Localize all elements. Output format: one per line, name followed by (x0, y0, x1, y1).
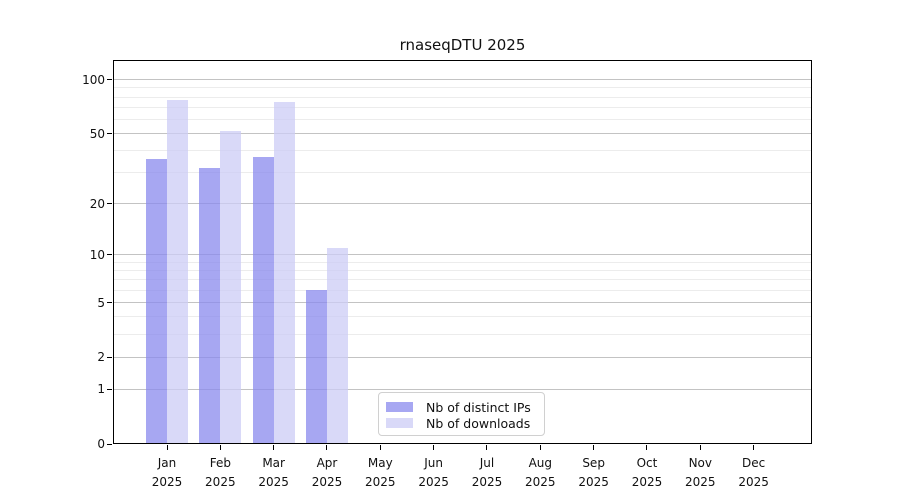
legend-entry-distinct-ips: Nb of distinct IPs (386, 399, 544, 415)
gridline-major (113, 388, 812, 390)
y-tick-label: 10 (89, 247, 105, 262)
x-tick-label: Aug 2025 (525, 456, 556, 489)
legend-swatch-distinct-ips (386, 402, 413, 412)
x-axis-tick (326, 445, 328, 450)
x-axis-tick (219, 445, 221, 450)
legend: Nb of distinct IPs Nb of downloads (378, 392, 545, 436)
y-tick-label: 20 (89, 196, 105, 211)
gridline-minor (113, 289, 812, 291)
x-axis-tick (699, 445, 701, 450)
x-tick-label: Jan 2025 (151, 456, 183, 489)
gridline-minor (113, 118, 812, 120)
bar-nb-of-downloads-apr (326, 247, 348, 444)
bar-nb-of-downloads-mar (273, 102, 295, 444)
x-axis-tick (379, 445, 381, 450)
gridline-major (113, 203, 812, 205)
gridline-minor (113, 106, 812, 108)
x-tick-label: Mar 2025 (258, 456, 289, 489)
gridline-major (113, 254, 812, 256)
x-tick-label: Jul 2025 (471, 456, 503, 489)
plot-area: 0 1 2 5 10 20 50 100 Jan 2025 Feb 2025 Mar 2025 Apr… (82, 60, 812, 489)
bar-nb-of-distinct-ips-mar (252, 156, 274, 444)
x-axis-tick (273, 445, 275, 450)
y-tick-label: 100 (82, 72, 105, 87)
gridline-minor (113, 261, 812, 263)
gridline-major (113, 79, 812, 81)
x-tick-label: Nov 2025 (685, 456, 716, 489)
gridline-minor (113, 270, 812, 272)
x-tick-label: Dec 2025 (738, 456, 769, 489)
x-tick-label: Apr 2025 (311, 456, 343, 489)
y-tick-label: 1 (97, 382, 105, 397)
legend-entry-downloads: Nb of downloads (386, 415, 544, 431)
y-tick-label: 50 (89, 126, 105, 141)
x-axis-tick (433, 445, 435, 450)
y-axis-tick (107, 133, 112, 135)
x-axis-tick (646, 445, 648, 450)
gridline-minor (113, 87, 812, 89)
x-tick-label: Feb 2025 (205, 456, 236, 489)
bar-nb-of-downloads-jan (167, 100, 188, 444)
y-tick-label: 0 (97, 437, 105, 451)
bar-nb-of-downloads-feb (220, 130, 242, 444)
x-axis-tick (539, 445, 541, 450)
x-tick-label: Sep 2025 (578, 456, 609, 489)
y-axis-tick (107, 302, 112, 304)
bar-nb-of-distinct-ips-feb (199, 167, 221, 444)
y-axis-tick (107, 203, 112, 205)
gridline-minor (113, 334, 812, 336)
y-axis-tick (107, 79, 112, 81)
y-axis-tick (107, 388, 112, 390)
gridline-minor (113, 96, 812, 98)
chart-title: rnaseqDTU 2025 (399, 36, 526, 54)
x-tick-label: Oct 2025 (631, 456, 663, 489)
x-axis-tick (166, 445, 168, 450)
y-axis-tick (107, 443, 112, 445)
x-axis-tick (753, 445, 755, 450)
gridline-major (113, 133, 812, 135)
x-tick-label: May 2025 (365, 456, 396, 489)
gridline-minor (113, 279, 812, 281)
y-axis-tick (107, 356, 112, 358)
bar-nb-of-distinct-ips-jan (146, 158, 167, 444)
bar-nb-of-distinct-ips-apr (305, 290, 327, 444)
gridline-minor (113, 172, 812, 174)
y-tick-label: 2 (97, 350, 105, 365)
x-axis-tick (593, 445, 595, 450)
legend-label-downloads: Nb of downloads (426, 415, 531, 431)
y-tick-label: 5 (97, 295, 105, 310)
legend-label-distinct-ips: Nb of distinct IPs (426, 399, 531, 415)
gridline-major (113, 302, 812, 304)
gridline-minor (113, 150, 812, 152)
y-axis-tick (107, 254, 112, 256)
x-axis-tick (486, 445, 488, 450)
x-tick-label: Jun 2025 (418, 456, 449, 489)
legend-swatch-downloads (386, 418, 413, 428)
gridline-minor (113, 316, 812, 318)
gridline-major (113, 356, 812, 358)
